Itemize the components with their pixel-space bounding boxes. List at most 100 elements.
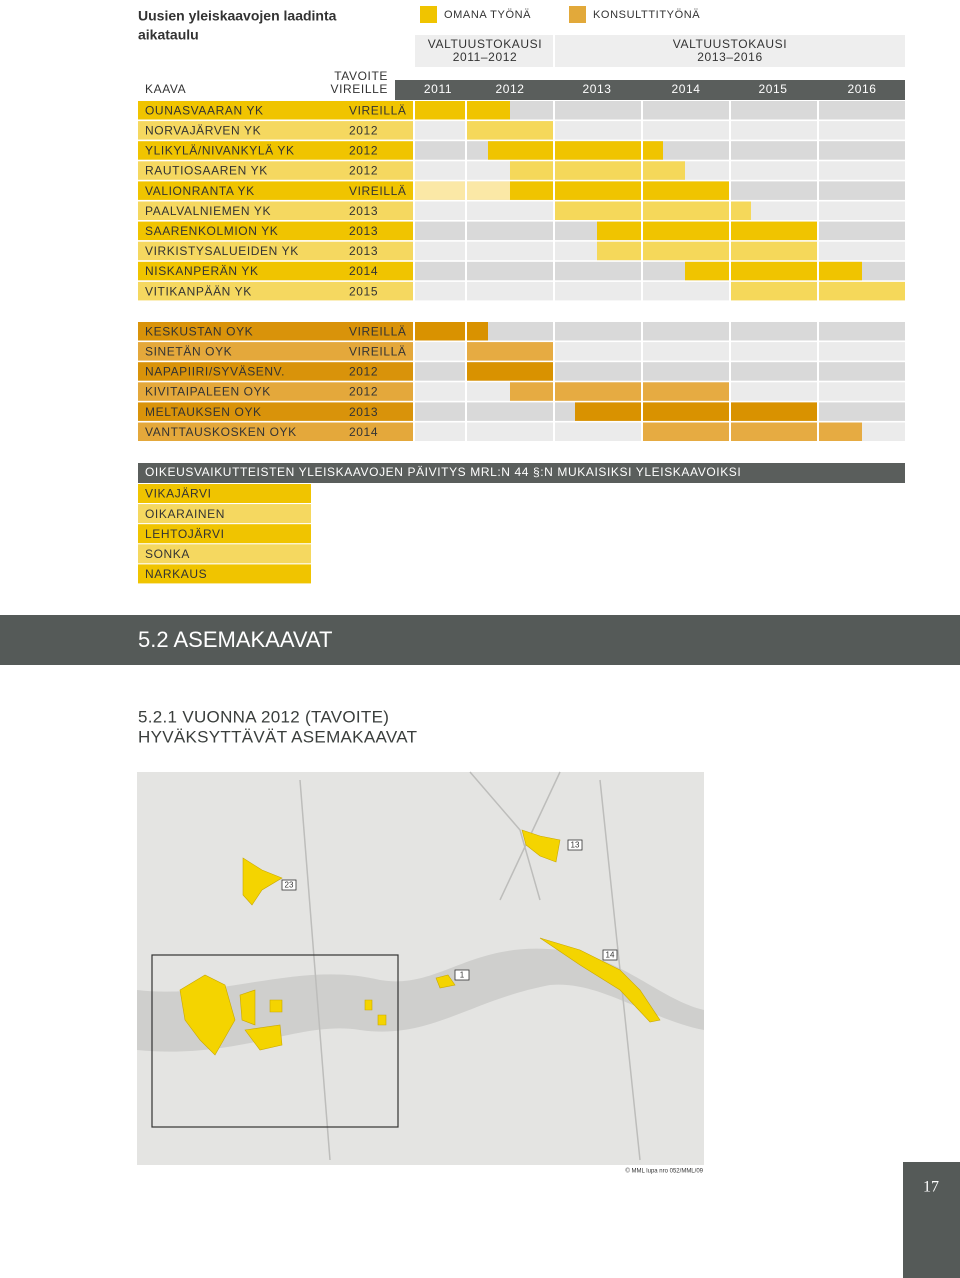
row-label-bg — [138, 261, 413, 281]
schedule-cell — [731, 141, 817, 160]
update-row-bg — [138, 484, 311, 503]
schedule-bar — [643, 141, 663, 160]
schedule-cell — [819, 322, 905, 341]
row-label-bg — [138, 181, 413, 200]
schedule-cell — [731, 362, 817, 381]
update-row-bg — [138, 504, 311, 524]
row-label-bg — [138, 382, 413, 401]
schedule-cell — [731, 382, 817, 401]
schedule-cell — [415, 241, 465, 261]
schedule-cell — [467, 221, 553, 241]
schedule-cell — [415, 201, 465, 220]
row-label-bg — [138, 201, 413, 220]
row-name: YLIKYLÄ/NIVANKYLÄ YK — [145, 144, 295, 158]
row-target: 2012 — [349, 365, 378, 379]
row-target: 2012 — [349, 385, 378, 399]
schedule-cell — [415, 362, 465, 381]
row-target: VIREILLÄ — [349, 103, 407, 117]
row-target: 2014 — [349, 264, 378, 278]
row-label-bg — [138, 342, 413, 361]
period-bg — [555, 35, 905, 67]
schedule-cell — [731, 322, 817, 341]
schedule-cell — [467, 241, 553, 261]
title: aikataulu — [138, 27, 199, 43]
period: 2013–2016 — [697, 50, 762, 64]
row-target: 2013 — [349, 204, 378, 218]
schedule-bar — [643, 422, 729, 441]
row-target: 2015 — [349, 284, 378, 298]
schedule-bar — [819, 422, 862, 441]
schedule-cell — [467, 201, 553, 220]
schedule-cell — [819, 101, 905, 120]
row-label-bg — [138, 422, 413, 441]
schedule-bar — [819, 281, 905, 301]
map-areas — [179, 829, 661, 1056]
schedule-bar — [555, 382, 641, 401]
schedule-bar — [685, 261, 729, 281]
schedule-bar — [575, 402, 641, 421]
schedule-cell — [819, 221, 905, 241]
schedule-cell — [555, 101, 641, 120]
schedule-cell — [555, 322, 641, 341]
update-band — [138, 463, 905, 483]
schedule-cell — [643, 141, 729, 160]
row-name: NAPAPIIRI/SYVÄSENV. — [145, 365, 285, 379]
row-name: PAALVALNIEMEN YK — [145, 204, 271, 218]
header: VIREILLE — [331, 82, 389, 96]
schedule-bar — [415, 322, 465, 341]
schedule-bar — [731, 241, 817, 261]
row-name: SAARENKOLMION YK — [145, 224, 278, 238]
update-row: VIKAJÄRVI — [145, 487, 212, 501]
map-label-box — [602, 949, 618, 961]
row-label-bg — [138, 362, 413, 381]
schedule-bar — [731, 281, 817, 301]
row-name: KESKUSTAN OYK — [145, 324, 253, 338]
schedule-cell — [467, 281, 553, 301]
row-label-bg — [138, 141, 413, 160]
year-label: 2014 — [671, 82, 700, 96]
update-title: OIKEUSVAIKUTTEISTEN YLEISKAAVOJEN PÄIVIT… — [145, 465, 741, 479]
header: KAAVA — [145, 82, 186, 96]
schedule-cell — [731, 101, 817, 120]
schedule-cell — [555, 261, 641, 281]
schedule-bar — [643, 382, 729, 401]
schedule-bar — [555, 181, 641, 200]
legend-label: OMANA TYÖNÄ — [444, 9, 531, 21]
schedule-cell — [819, 141, 905, 160]
row-target: 2013 — [349, 405, 378, 419]
update-row: OIKARAINEN — [145, 507, 225, 521]
row-name: NORVAJÄRVEN YK — [145, 124, 261, 138]
schedule-cell — [415, 281, 465, 301]
section-band — [0, 615, 960, 665]
period: 2011–2012 — [453, 50, 518, 64]
legend-label: KONSULTTITYÖNÄ — [593, 9, 700, 21]
row-name: KIVITAIPALEEN OYK — [145, 385, 271, 399]
map-label: 23 — [285, 881, 294, 890]
map-label-box — [454, 969, 470, 981]
page-number-bg — [903, 1162, 960, 1278]
year-label: 2012 — [495, 82, 524, 96]
header-band — [395, 80, 905, 100]
row-target: 2013 — [349, 224, 378, 238]
schedule-cell — [467, 422, 553, 441]
period: VALTUUSTOKAUSI — [428, 37, 542, 51]
schedule-cell — [819, 362, 905, 381]
row-target: VIREILLÄ — [349, 184, 407, 198]
subsection: HYVÄKSYTTÄVÄT ASEMAKAAVAT — [138, 727, 417, 746]
map-label: 1 — [460, 971, 465, 980]
schedule-cell — [643, 342, 729, 361]
schedule-bar — [643, 221, 729, 241]
schedule-bar — [510, 161, 553, 180]
row-name: VITIKANPÄÄN YK — [145, 284, 252, 298]
schedule-bar — [555, 141, 641, 160]
schedule-cell — [819, 382, 905, 401]
row-label-bg — [138, 281, 413, 301]
schedule-bar — [467, 121, 553, 140]
schedule-cell — [643, 281, 729, 301]
schedule-cell — [731, 161, 817, 180]
schedule-cell — [467, 402, 553, 421]
schedule-cell — [819, 161, 905, 180]
schedule-cell — [819, 241, 905, 261]
schedule-bar — [488, 141, 553, 160]
